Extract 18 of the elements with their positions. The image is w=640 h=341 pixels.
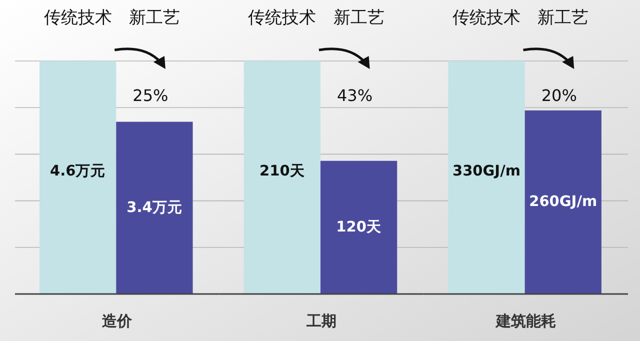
data-label: 120天 <box>336 219 382 236</box>
data-label: 210天 <box>260 163 305 180</box>
x-axis-title: 工期 <box>306 312 336 330</box>
x-tick-label: 新工艺 <box>538 8 589 28</box>
x-tick-label: 新工艺 <box>128 8 180 28</box>
annotation: 25% <box>132 86 168 105</box>
x-tick-label: 传统技术 <box>44 8 112 28</box>
data-label: 3.4万元 <box>126 198 182 216</box>
data-label: 4.6万元 <box>50 162 106 180</box>
x-tick-label: 传统技术 <box>452 8 520 28</box>
x-tick-label: 传统技术 <box>248 8 316 28</box>
annotation: 20% <box>541 86 577 105</box>
x-tick-label: 新工艺 <box>333 8 384 28</box>
data-label: 330GJ/m <box>452 163 520 180</box>
x-axis-title: 造价 <box>101 312 134 330</box>
x-axis-title: 建筑能耗 <box>494 312 556 330</box>
annotation: 43% <box>337 86 373 105</box>
data-label: 260GJ/m <box>529 194 598 210</box>
